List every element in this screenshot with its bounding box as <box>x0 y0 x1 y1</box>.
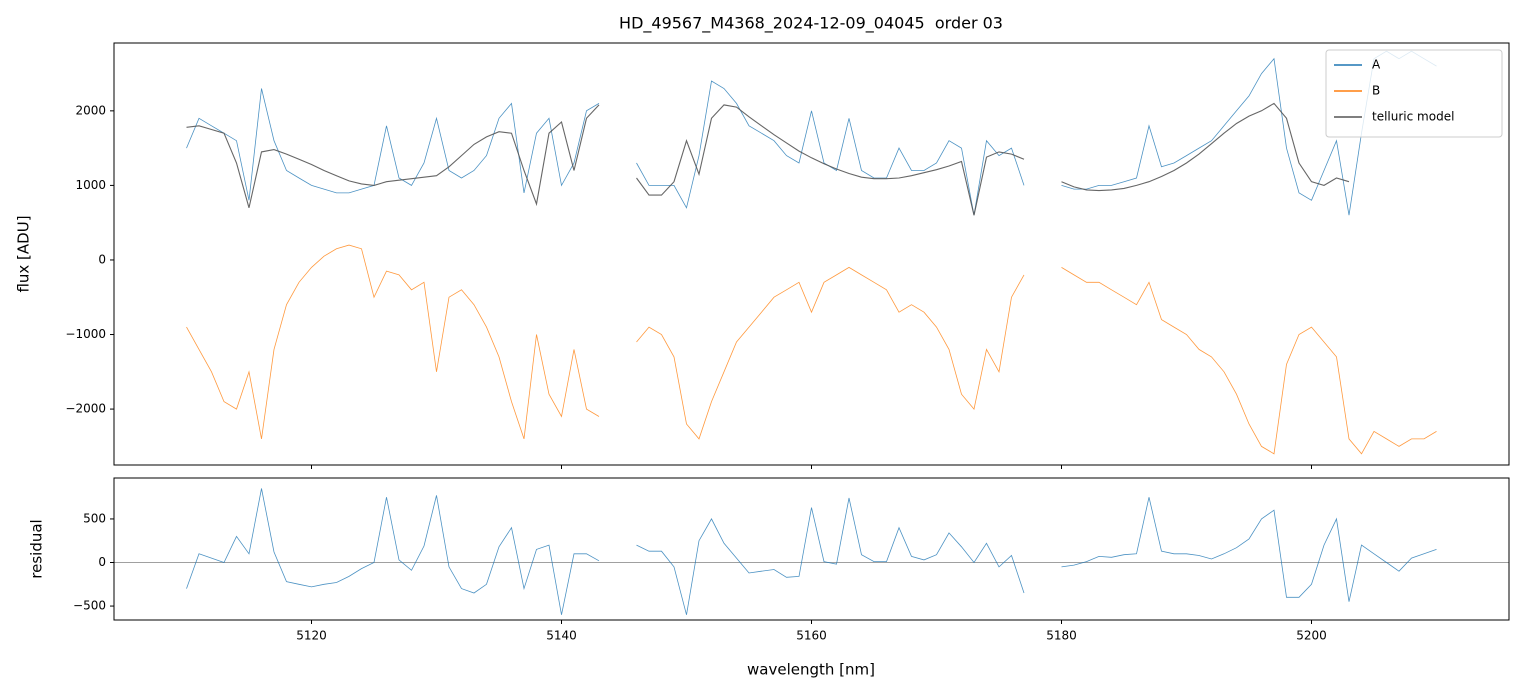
y-tick-label: −2000 <box>65 402 106 416</box>
y-tick-label: −1000 <box>65 327 106 341</box>
axes-frame <box>113 477 1510 621</box>
legend-label: B <box>1372 84 1380 98</box>
series-line <box>186 244 1437 455</box>
legend-box <box>1325 49 1503 138</box>
x-axis-label: wavelength [nm] <box>747 661 875 679</box>
legend-label: telluric model <box>1372 110 1454 124</box>
y-tick-label: 500 <box>83 511 106 525</box>
plot-area <box>186 50 1437 455</box>
y-tick-label: −500 <box>73 599 106 613</box>
y-tick-label: 0 <box>98 252 106 266</box>
chart-title: HD_49567_M4368_2024-12-09_04045 order 03 <box>619 14 1003 34</box>
plot-area <box>186 488 1437 615</box>
y-tick-label: 1000 <box>75 178 106 192</box>
y-tick-label: 0 <box>98 555 106 569</box>
x-tick-label: 5200 <box>1296 629 1327 643</box>
x-tick-label: 5120 <box>296 629 327 643</box>
x-tick-label: 5180 <box>1046 629 1077 643</box>
x-tick-label: 5160 <box>796 629 827 643</box>
y-axis-label: residual <box>28 519 46 578</box>
series-line <box>186 50 1437 216</box>
y-tick-label: 2000 <box>75 103 106 117</box>
series-line <box>186 102 1350 216</box>
y-axis-label: flux [ADU] <box>15 215 33 292</box>
legend-label: A <box>1372 58 1381 72</box>
series-line <box>186 488 1437 615</box>
x-tick-label: 5140 <box>546 629 577 643</box>
axes-frame <box>113 42 1510 466</box>
